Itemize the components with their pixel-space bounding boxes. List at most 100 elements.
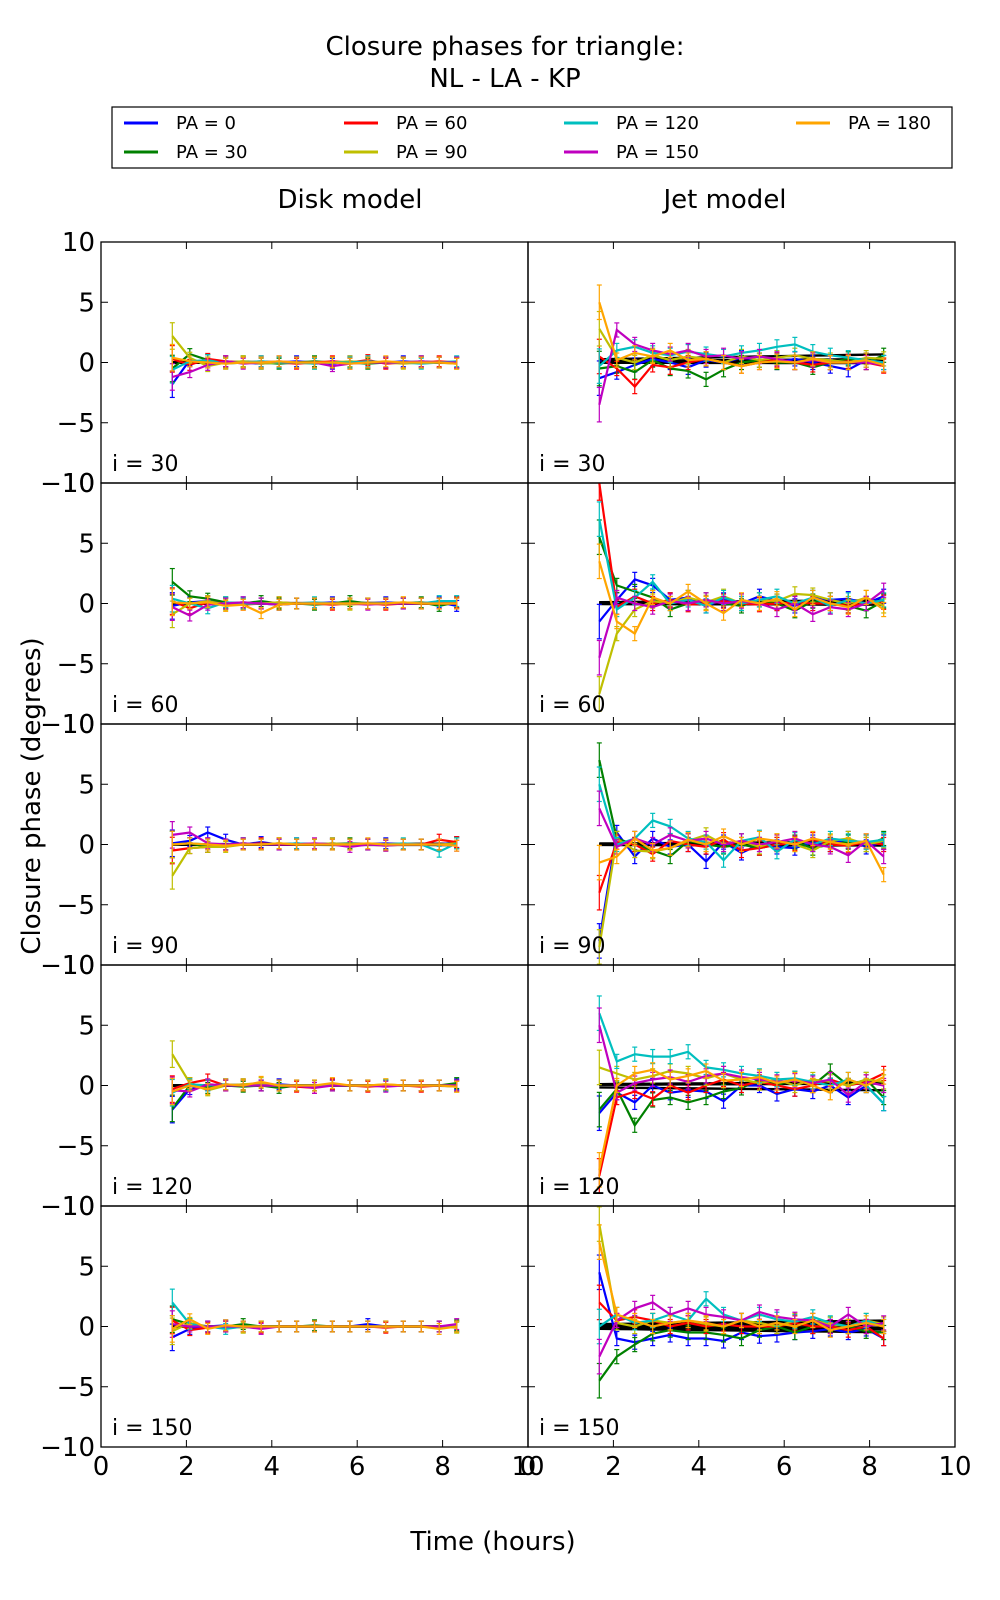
error-bar xyxy=(632,1312,638,1329)
series-pa180 xyxy=(596,543,887,642)
y-tick-label: −5 xyxy=(57,409,95,439)
row-label: i = 90 xyxy=(112,934,179,959)
error-bar xyxy=(685,1068,691,1084)
chart-title-line-1: Closure phases for triangle: xyxy=(326,32,685,62)
legend-label: PA = 30 xyxy=(176,142,247,163)
error-bar xyxy=(365,1320,371,1333)
error-bar xyxy=(329,597,335,610)
y-axis-label: Closure phase (degrees) xyxy=(17,637,47,954)
series-pa180 xyxy=(169,1075,460,1106)
error-bar xyxy=(614,1348,620,1365)
error-bar xyxy=(650,1318,656,1335)
x-tick-label: 8 xyxy=(434,1452,451,1482)
error-bar xyxy=(418,356,424,369)
error-bar xyxy=(276,355,282,368)
y-tick-label: 0 xyxy=(78,831,95,861)
error-bar xyxy=(721,354,727,371)
error-bar xyxy=(596,284,602,321)
error-bar xyxy=(845,1071,851,1088)
error-bar xyxy=(596,1224,602,1260)
y-tick-label: 5 xyxy=(78,1011,95,1041)
error-bar xyxy=(436,1079,442,1092)
row-label: i = 150 xyxy=(112,1416,193,1441)
error-bar xyxy=(365,597,371,610)
error-bar xyxy=(721,828,727,844)
y-tick-label: −10 xyxy=(40,710,95,740)
error-bar xyxy=(223,357,229,370)
error-bar xyxy=(632,830,638,847)
error-bar xyxy=(756,1318,762,1335)
series-pa180 xyxy=(169,1313,460,1343)
column-title-jet-model: Jet model xyxy=(661,185,786,215)
error-bar xyxy=(845,599,851,615)
legend-item-pa180: PA = 180 xyxy=(796,113,931,134)
error-bar xyxy=(810,606,816,622)
error-bar xyxy=(276,1079,282,1092)
error-bar xyxy=(774,1315,780,1331)
y-tick-label: 10 xyxy=(62,469,95,499)
error-bar xyxy=(756,354,762,371)
error-bar xyxy=(454,839,460,852)
error-bar xyxy=(827,595,833,612)
error-bar xyxy=(632,378,638,395)
error-bar xyxy=(596,501,602,537)
x-tick-label: 6 xyxy=(776,1452,793,1482)
y-tick-label: −10 xyxy=(40,951,95,981)
error-bar xyxy=(187,355,193,368)
error-bar xyxy=(436,356,442,369)
error-bar xyxy=(614,613,620,630)
error-bar xyxy=(258,838,264,851)
error-bar xyxy=(205,356,211,369)
error-bar xyxy=(614,352,620,368)
error-bar xyxy=(223,1319,229,1332)
error-bar xyxy=(881,601,887,618)
panel-disk-i90: 10 5 0 −5 −10 i = 90 xyxy=(40,710,529,981)
error-bar xyxy=(845,1318,851,1335)
error-bar xyxy=(240,598,246,611)
error-bar xyxy=(863,1315,869,1331)
row-label: i = 120 xyxy=(539,1175,620,1200)
error-bar xyxy=(240,838,246,851)
error-bar xyxy=(329,356,335,369)
error-bar xyxy=(596,386,602,423)
error-bar xyxy=(881,1318,887,1335)
series-pa180 xyxy=(596,284,887,374)
error-bar xyxy=(614,1330,620,1347)
error-bar xyxy=(667,342,673,359)
error-bar xyxy=(169,1077,175,1106)
error-bar xyxy=(703,836,709,853)
error-bar xyxy=(418,838,424,851)
panel-disk-i60: 10 5 0 −5 −10 i = 60 xyxy=(40,469,529,740)
error-bar xyxy=(685,1312,691,1329)
panel-jet-i90: i = 90 xyxy=(527,723,956,966)
error-bar xyxy=(596,639,602,676)
row-label: i = 150 xyxy=(539,1416,620,1441)
error-bar xyxy=(614,589,620,606)
error-bar xyxy=(258,607,264,620)
error-bar xyxy=(756,1069,762,1085)
error-bar xyxy=(240,1079,246,1092)
legend-item-pa60: PA = 60 xyxy=(344,113,467,134)
error-bar xyxy=(169,1040,175,1069)
y-tick-label: −10 xyxy=(40,469,95,499)
row-label: i = 30 xyxy=(112,452,179,477)
y-tick-label: 10 xyxy=(62,1192,95,1222)
error-bar xyxy=(454,1080,460,1093)
error-bar xyxy=(721,1073,727,1089)
legend-item-pa0: PA = 0 xyxy=(124,113,236,134)
y-tick-label: −5 xyxy=(57,1373,95,1403)
legend-label: PA = 180 xyxy=(848,113,931,134)
error-bar xyxy=(454,597,460,610)
error-bar xyxy=(187,1079,193,1092)
row-label: i = 60 xyxy=(539,693,606,718)
error-bar xyxy=(365,356,371,369)
error-bar xyxy=(739,1071,744,1088)
series-pa180 xyxy=(596,1224,887,1338)
error-bar xyxy=(703,1315,709,1331)
error-bar xyxy=(169,588,175,617)
error-bar xyxy=(312,597,317,610)
error-bar xyxy=(863,589,869,606)
error-bar xyxy=(596,790,602,827)
x-tick-label: 4 xyxy=(691,1452,708,1482)
